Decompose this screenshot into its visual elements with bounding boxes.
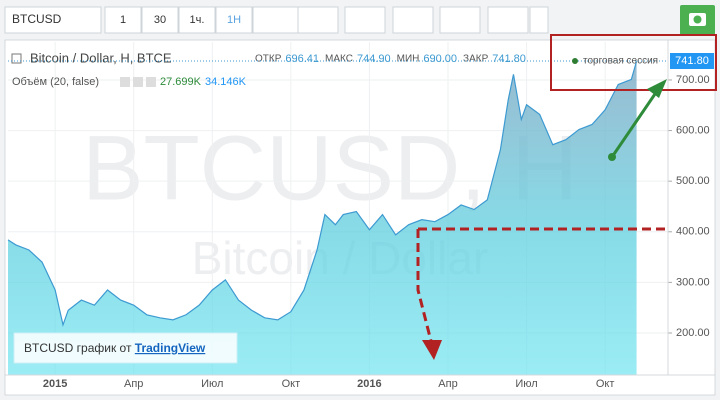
x-tick-label: 2016 bbox=[357, 378, 381, 390]
symbol-input[interactable] bbox=[4, 6, 102, 34]
y-tick-label: 500.00 bbox=[676, 175, 710, 187]
interval: 1 bbox=[120, 14, 126, 26]
tool-button[interactable] bbox=[487, 6, 529, 34]
x-tick-label: Апр bbox=[124, 378, 143, 390]
chart-title: Bitcoin / Dollar, H, BTCE bbox=[30, 50, 172, 65]
y-tick-label: 600.00 bbox=[676, 124, 710, 136]
green-arrow-start bbox=[608, 153, 616, 161]
interval-button[interactable] bbox=[104, 6, 142, 34]
checkbox[interactable] bbox=[11, 53, 22, 64]
y-tick-label: 200.00 bbox=[676, 327, 710, 339]
credit: BTCUSD график от TradingView bbox=[24, 341, 206, 355]
x-tick-label: Окт bbox=[596, 378, 615, 390]
volume-value: 34.146K bbox=[205, 76, 247, 88]
toolbar: 1 30 1ч. 1H bbox=[104, 6, 549, 34]
volume-value: 27.699K bbox=[160, 76, 202, 88]
camera-lens bbox=[693, 15, 702, 24]
red-arrow bbox=[416, 229, 434, 346]
tool-button[interactable] bbox=[297, 6, 339, 34]
y-tick-label: 400.00 bbox=[676, 226, 710, 238]
ohlc-value: 690.00 bbox=[423, 53, 457, 65]
red-arrowhead bbox=[422, 340, 442, 360]
plot bbox=[7, 42, 672, 375]
ohlc-value: 741.80 bbox=[492, 53, 526, 65]
interval: 1H bbox=[227, 14, 241, 26]
credit-text: BTCUSD график от bbox=[24, 341, 135, 355]
area bbox=[8, 61, 637, 375]
vol-btn[interactable] bbox=[120, 77, 130, 87]
volume-label: Объём (20, false) bbox=[12, 76, 99, 88]
tool-button[interactable] bbox=[392, 6, 434, 34]
ohlc-value: 744.90 bbox=[357, 53, 391, 65]
y-tick-label: 700.00 bbox=[676, 74, 710, 86]
last-price: 741.80 bbox=[675, 55, 709, 67]
ohlc-legend: ОТКР 696.41 МАКС 744.90 МИН 690.00 ЗАКР 741.80 bbox=[255, 53, 526, 65]
tool-button[interactable] bbox=[252, 6, 299, 34]
x-tick-label: Апр bbox=[438, 378, 457, 390]
x-tick-label: Июл bbox=[201, 378, 223, 390]
y-tick-label: 300.00 bbox=[676, 276, 710, 288]
interval-button[interactable] bbox=[215, 6, 253, 34]
ohlc-label: МАКС bbox=[325, 54, 353, 65]
x-tick-label: 2015 bbox=[43, 378, 67, 390]
highlight-box bbox=[550, 34, 717, 91]
green-arrow bbox=[610, 93, 657, 158]
last-price-box bbox=[670, 53, 714, 69]
ohlc-label: ЗАКР bbox=[463, 54, 489, 65]
x-tick-label: Июл bbox=[515, 378, 537, 390]
green-arrowhead bbox=[647, 79, 667, 98]
interval-button[interactable] bbox=[141, 6, 179, 34]
tool-button[interactable] bbox=[529, 6, 549, 34]
line bbox=[7, 61, 638, 328]
interval-button[interactable] bbox=[178, 6, 216, 34]
tool-button[interactable] bbox=[439, 6, 481, 34]
vol-btn[interactable] bbox=[146, 77, 156, 87]
credit-box bbox=[13, 332, 238, 364]
ohlc-value: 696.41 bbox=[285, 53, 319, 65]
symbol: BTCUSD bbox=[12, 12, 62, 26]
session: торговая сессия bbox=[583, 56, 658, 67]
session-dot bbox=[572, 58, 578, 64]
ohlc-label: ОТКР bbox=[255, 54, 282, 65]
ohlc-label: МИН bbox=[397, 54, 420, 65]
x-tick-label: Окт bbox=[282, 378, 301, 390]
credit-link[interactable]: TradingView bbox=[135, 341, 206, 355]
interval: 30 bbox=[154, 14, 166, 26]
interval: 1ч. bbox=[190, 14, 205, 26]
tool-button[interactable] bbox=[344, 6, 386, 34]
vol-btn[interactable] bbox=[133, 77, 143, 87]
